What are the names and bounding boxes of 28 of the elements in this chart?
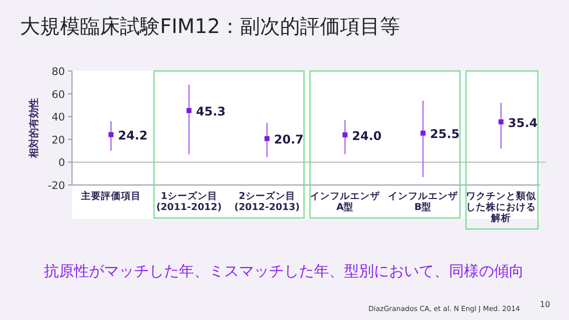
point [264,136,270,142]
x-tick-label: インフルエンザB型 [388,190,459,213]
point [186,108,192,114]
y-tick-label: 40 [52,112,65,124]
y-tick-label: 20 [52,134,65,146]
y-tick-label: -20 [48,180,65,192]
point [342,132,348,138]
point [498,119,504,124]
x-tick-label: インフルエンザA型 [310,190,381,213]
data-label: 24.0 [352,128,382,143]
y-tick-label: 80 [52,66,65,78]
point [420,130,426,136]
x-tick-label: 1シーズン目(2011-2012) [156,190,222,213]
y-tick-label: 60 [52,88,65,101]
chart-title: 大規模臨床試験FIM12：副次的評価項目等 [20,14,400,38]
text: 抗原性がマッチした年、ミスマッチした年、型別において、同様の傾向 [44,262,524,280]
data-label: 25.5 [430,127,460,142]
x-tick-label: 主要評価項目 [80,190,141,202]
data-label: 35.4 [508,116,538,130]
y-axis-title: 相対的有効性 [28,98,40,159]
y-tick-label: 0 [58,157,65,170]
x-tick-label: ワクチンと類似した株における解析 [466,190,537,224]
data-label: 45.3 [196,104,226,119]
x-tick-label: 2シーズン目(2012-2013) [234,190,300,213]
data-label: 24.2 [118,128,148,143]
text: 10 [540,300,550,309]
data-label: 20.7 [274,132,304,147]
point [108,132,114,138]
